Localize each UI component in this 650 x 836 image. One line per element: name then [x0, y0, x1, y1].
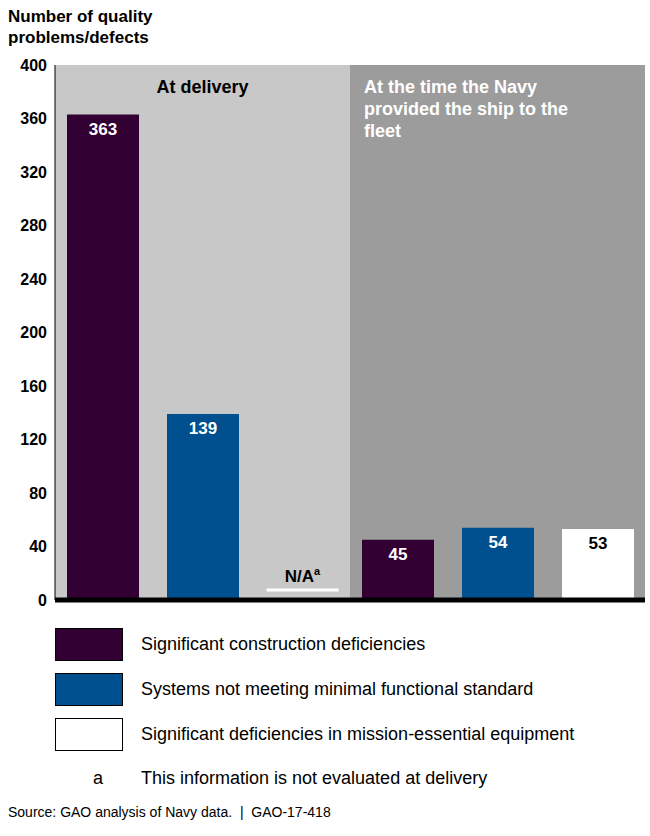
html-text:Source: GAO analysis of Navy d: Source: GAO analysis of Navy data. | GAO… — [8, 804, 331, 820]
svg-text:45: 45 — [389, 545, 408, 564]
svg-text:At delivery: At delivery — [156, 77, 248, 97]
html-text:a: a — [93, 768, 103, 788]
svg-text:160: 160 — [20, 378, 47, 395]
svg-text:360: 360 — [20, 110, 47, 127]
svg-text:139: 139 — [189, 419, 217, 438]
svg-text:400: 400 — [20, 57, 47, 74]
svg-text:54: 54 — [489, 533, 508, 552]
svg-text:53: 53 — [589, 534, 608, 553]
svg-text:120: 120 — [20, 431, 47, 448]
html-text:Significant construction defic: Significant construction deficiencies — [141, 633, 426, 654]
svg-text:200: 200 — [20, 324, 47, 341]
svg-text:363: 363 — [89, 120, 117, 139]
svg-text:N/Aa: N/Aa — [285, 565, 321, 586]
svg-text:80: 80 — [29, 485, 47, 502]
svg-text:280: 280 — [20, 217, 47, 234]
html-text:Systems not meeting minimal fu: Systems not meeting minimal functional s… — [141, 678, 534, 699]
html-text:This information is not evalua: This information is not evaluated at del… — [141, 768, 488, 788]
svg-text:240: 240 — [20, 271, 47, 288]
svg-text:320: 320 — [20, 164, 47, 181]
svg-text:0: 0 — [38, 592, 47, 609]
html-text:Significant deficiencies in mi: Significant deficiencies in mission-esse… — [141, 723, 575, 744]
svg-text:At the time the Navyprovided t: At the time the Navyprovided the ship to… — [364, 77, 568, 141]
svg-text:40: 40 — [29, 538, 47, 555]
html-text:Number of quality problems/def: Number of quality problems/defects — [8, 7, 153, 47]
